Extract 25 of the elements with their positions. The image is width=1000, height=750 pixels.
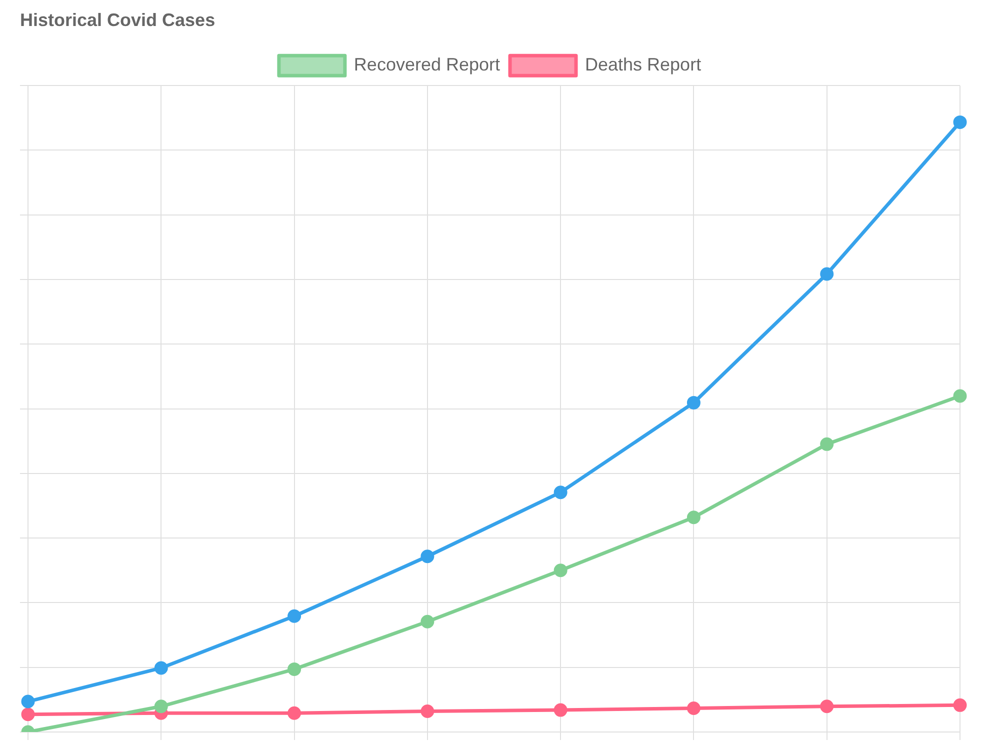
point [820,267,834,281]
point [21,694,35,708]
point [820,700,834,714]
point [554,703,568,717]
point [953,389,967,403]
point [554,486,568,500]
legend-label: Deaths Report [585,54,702,75]
point [820,437,834,451]
point [686,510,700,524]
point [154,661,168,675]
point [288,609,302,623]
point [686,396,700,410]
point [686,701,700,715]
point [288,662,302,676]
point [154,700,168,714]
chart-title: Historical Covid Cases [20,10,216,30]
point [420,704,434,718]
point [420,614,434,628]
legend-label: Recovered Report [354,54,500,75]
point [953,698,967,712]
point [21,708,35,722]
point [953,115,967,129]
point [554,564,568,578]
point [420,550,434,564]
point [288,706,302,720]
